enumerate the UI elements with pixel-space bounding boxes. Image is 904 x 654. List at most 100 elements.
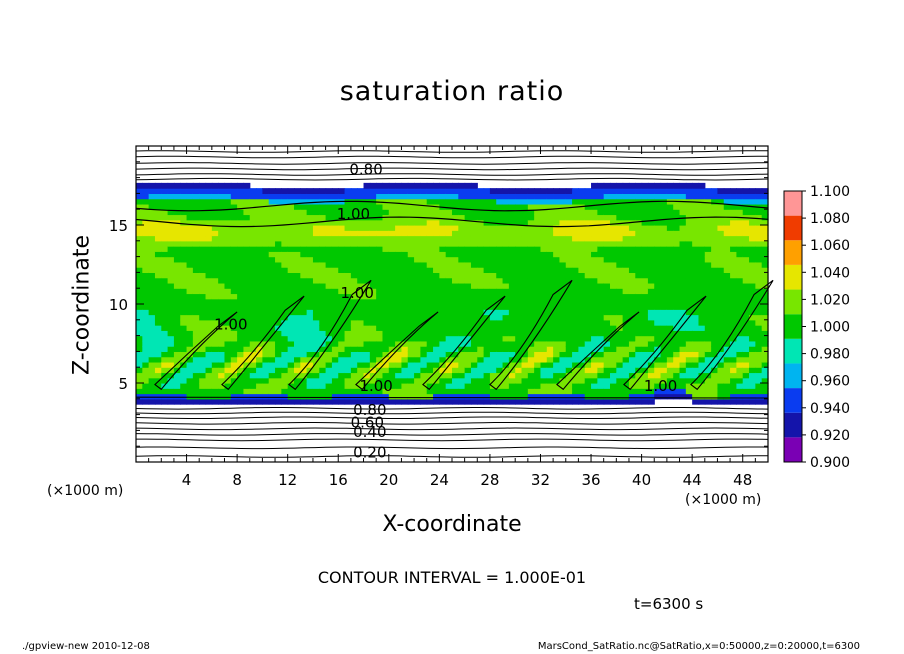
heatmap-cell bbox=[281, 251, 289, 258]
heatmap-cell bbox=[237, 272, 245, 279]
heatmap-cell bbox=[755, 309, 763, 316]
heatmap-cell bbox=[154, 272, 162, 279]
heatmap-cell bbox=[616, 298, 624, 305]
heatmap-cell bbox=[717, 193, 725, 200]
colorbar-swatch bbox=[784, 363, 802, 389]
heatmap-cell bbox=[426, 193, 434, 200]
heatmap-cell bbox=[635, 261, 643, 268]
heatmap-cell bbox=[173, 277, 181, 284]
heatmap-cell bbox=[717, 319, 725, 326]
heatmap-cell bbox=[628, 240, 636, 247]
heatmap-cell bbox=[483, 335, 491, 342]
heatmap-cell bbox=[382, 335, 390, 342]
heatmap-cell bbox=[749, 240, 756, 247]
heatmap-cell bbox=[654, 256, 662, 263]
heatmap-cell bbox=[673, 219, 681, 226]
heatmap-cell bbox=[173, 309, 181, 316]
heatmap-cell bbox=[237, 261, 245, 268]
heatmap-cell bbox=[546, 219, 554, 226]
heatmap-cell bbox=[736, 272, 744, 279]
heatmap-cell bbox=[256, 325, 263, 331]
heatmap-cell bbox=[281, 309, 289, 316]
footer-right: MarsCond_SatRatio.nc@SatRatio,x=0:50000,… bbox=[537, 641, 860, 652]
heatmap-cell bbox=[199, 288, 207, 295]
heatmap-cell bbox=[508, 288, 516, 295]
heatmap-cell bbox=[654, 209, 662, 216]
heatmap-cell bbox=[262, 361, 270, 368]
heatmap-cell bbox=[224, 330, 232, 337]
heatmap-cell bbox=[256, 230, 263, 237]
heatmap-cell bbox=[281, 261, 289, 268]
heatmap-cell bbox=[180, 398, 188, 405]
heatmap-cell bbox=[610, 346, 617, 352]
heatmap-cell bbox=[452, 298, 459, 305]
heatmap-cell bbox=[761, 346, 769, 352]
heatmap-cell bbox=[565, 340, 573, 347]
heatmap-cell bbox=[565, 230, 573, 237]
heatmap-cell bbox=[736, 351, 744, 358]
heatmap-cell bbox=[711, 383, 719, 389]
heatmap-cell bbox=[382, 225, 390, 231]
heatmap-cell bbox=[572, 209, 579, 216]
heatmap-cell bbox=[502, 261, 510, 268]
heatmap-cell bbox=[622, 193, 630, 200]
heatmap-cell bbox=[262, 288, 270, 295]
heatmap-cell bbox=[306, 346, 314, 352]
heatmap-cell bbox=[388, 203, 396, 210]
heatmap-cell bbox=[755, 398, 763, 405]
heatmap-cell bbox=[673, 251, 681, 258]
heatmap-cell bbox=[262, 225, 270, 231]
heatmap-cell bbox=[306, 288, 314, 295]
heatmap-cell bbox=[363, 356, 371, 363]
heatmap-cell bbox=[546, 198, 554, 205]
heatmap-cell bbox=[433, 383, 440, 389]
heatmap-cell bbox=[610, 330, 617, 337]
heatmap-cell bbox=[477, 356, 485, 363]
heatmap-cell bbox=[717, 282, 725, 289]
heatmap-cell bbox=[553, 340, 561, 347]
heatmap-cell bbox=[534, 372, 542, 379]
heatmap-cell bbox=[363, 351, 371, 358]
heatmap-cell bbox=[136, 251, 143, 258]
heatmap-cell bbox=[218, 267, 226, 273]
heatmap-cell bbox=[730, 246, 737, 252]
heatmap-cell bbox=[445, 304, 453, 310]
heatmap-cell bbox=[268, 282, 276, 289]
heatmap-cell bbox=[382, 293, 390, 300]
heatmap-cell bbox=[641, 319, 649, 326]
heatmap-cell bbox=[350, 261, 358, 268]
heatmap-cell bbox=[553, 256, 561, 263]
heatmap-cell bbox=[679, 330, 687, 337]
heatmap-cell bbox=[388, 293, 396, 300]
heatmap-cell bbox=[192, 277, 200, 284]
heatmap-cell bbox=[142, 356, 150, 363]
heatmap-cell bbox=[559, 288, 567, 295]
heatmap-cell bbox=[281, 340, 289, 347]
heatmap-cell bbox=[186, 335, 194, 342]
heatmap-cell bbox=[610, 188, 617, 194]
heatmap-cell bbox=[622, 203, 630, 210]
heatmap-cell bbox=[761, 340, 769, 347]
heatmap-cell bbox=[502, 267, 510, 273]
heatmap-cell bbox=[711, 225, 719, 231]
heatmap-cell bbox=[489, 319, 497, 326]
heatmap-cell bbox=[565, 272, 573, 279]
heatmap-cell bbox=[673, 182, 681, 189]
heatmap-cell bbox=[376, 361, 384, 368]
heatmap-cell bbox=[452, 246, 459, 252]
heatmap-cell bbox=[142, 351, 150, 358]
heatmap-cell bbox=[426, 198, 434, 205]
heatmap-cell bbox=[173, 282, 181, 289]
heatmap-cell bbox=[407, 367, 415, 374]
heatmap-cell bbox=[281, 256, 289, 263]
heatmap-cell bbox=[761, 193, 769, 200]
heatmap-cell bbox=[591, 251, 598, 258]
heatmap-cell bbox=[199, 298, 207, 305]
heatmap-cell bbox=[616, 182, 624, 189]
heatmap-cell bbox=[483, 235, 491, 242]
heatmap-cell bbox=[521, 193, 529, 200]
heatmap-cell bbox=[230, 372, 238, 379]
contour-line bbox=[135, 433, 769, 436]
heatmap-cell bbox=[553, 377, 561, 384]
heatmap-cell bbox=[161, 377, 169, 384]
